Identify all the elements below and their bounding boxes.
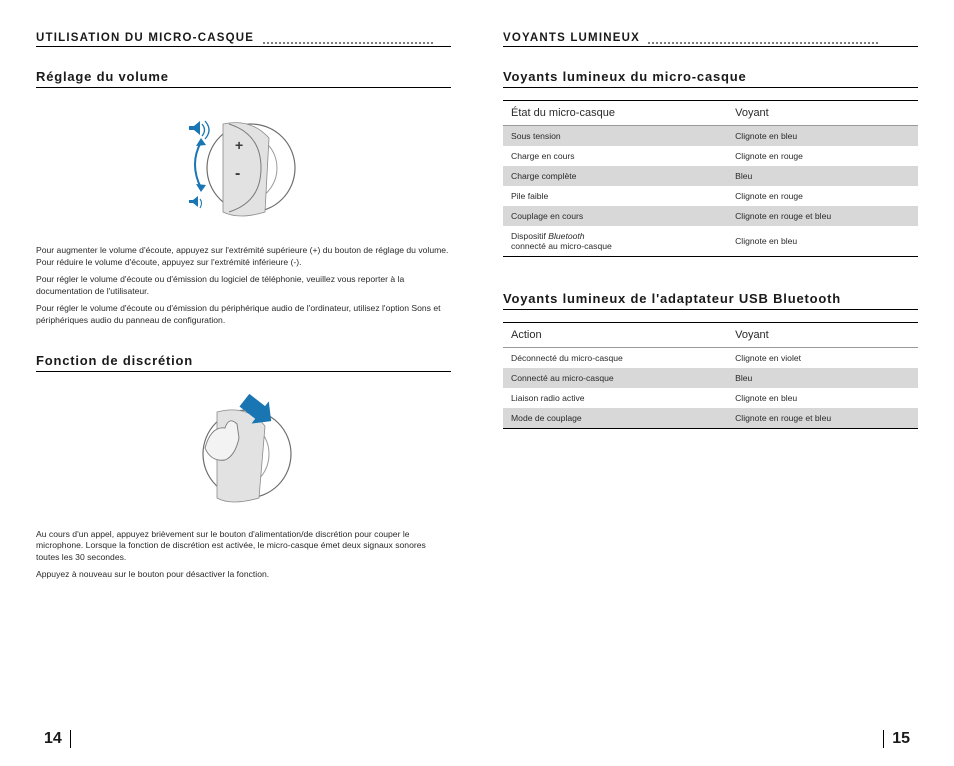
page-footer: 14 15 (36, 730, 918, 748)
table-cell-action: Connecté au micro-casque (503, 368, 727, 388)
subheading-headset-lights: Voyants lumineux du micro-casque (503, 69, 918, 88)
manual-spread: UTILISATION DU MICRO-CASQUE Réglage du v… (0, 0, 954, 766)
table-row: Sous tensionClignote en bleu (503, 126, 918, 147)
table-cell-state: Charge en cours (503, 146, 727, 166)
table-row: Charge complèteBleu (503, 166, 918, 186)
table-cell-state: Dispositif Bluetoothconnecté au micro-ca… (503, 226, 727, 257)
mute-para-1: Au cours d'un appel, appuyez brièvement … (36, 529, 451, 564)
volume-para-3: Pour régler le volume d'écoute ou d'émis… (36, 303, 451, 326)
table1-col2: Voyant (727, 101, 918, 126)
table-row: Connecté au micro-casqueBleu (503, 368, 918, 388)
table-cell-indicator: Clignote en bleu (727, 126, 918, 147)
mute-para-2: Appuyez à nouveau sur le bouton pour dés… (36, 569, 451, 581)
left-page: UTILISATION DU MICRO-CASQUE Réglage du v… (36, 32, 477, 746)
volume-para-1: Pour augmenter le volume d'écoute, appuy… (36, 245, 451, 268)
table2-col1: Action (503, 323, 727, 348)
table-row: Charge en coursClignote en rouge (503, 146, 918, 166)
table-cell-state: Couplage en cours (503, 206, 727, 226)
table-cell-indicator: Clignote en rouge (727, 186, 918, 206)
section-title-text: UTILISATION DU MICRO-CASQUE (36, 32, 254, 44)
table-cell-action: Mode de couplage (503, 408, 727, 429)
table-cell-indicator: Clignote en rouge (727, 146, 918, 166)
table-cell-action: Liaison radio active (503, 388, 727, 408)
table-cell-indicator: Bleu (727, 166, 918, 186)
subheading-mute: Fonction de discrétion (36, 353, 451, 372)
dotted-leader (648, 42, 878, 44)
table-row: Couplage en coursClignote en rouge et bl… (503, 206, 918, 226)
table-cell-indicator: Clignote en rouge et bleu (727, 408, 918, 429)
section-title-usage: UTILISATION DU MICRO-CASQUE (36, 32, 451, 47)
volume-diagram: + - (36, 108, 451, 233)
section-title-text: VOYANTS LUMINEUX (503, 32, 640, 44)
page-number-left: 14 (36, 730, 71, 748)
table1-col1: État du micro-casque (503, 101, 727, 126)
table-row: Pile faibleClignote en rouge (503, 186, 918, 206)
headset-lights-table: État du micro-casque Voyant Sous tension… (503, 100, 918, 257)
table-cell-state: Pile faible (503, 186, 727, 206)
svg-text:-: - (235, 165, 240, 182)
table-cell-indicator: Clignote en bleu (727, 388, 918, 408)
table-row: Dispositif Bluetoothconnecté au micro-ca… (503, 226, 918, 257)
mute-diagram (36, 392, 451, 517)
page-number-right: 15 (883, 730, 918, 748)
table-row: Liaison radio activeClignote en bleu (503, 388, 918, 408)
table-cell-indicator: Clignote en violet (727, 348, 918, 369)
section-title-lights: VOYANTS LUMINEUX (503, 32, 918, 47)
volume-para-2: Pour régler le volume d'écoute ou d'émis… (36, 274, 451, 297)
table-cell-state: Charge complète (503, 166, 727, 186)
dotted-leader (263, 42, 433, 44)
svg-text:+: + (235, 137, 243, 153)
table2-col2: Voyant (727, 323, 918, 348)
table-cell-indicator: Clignote en rouge et bleu (727, 206, 918, 226)
usb-lights-table: Action Voyant Déconnecté du micro-casque… (503, 322, 918, 429)
table-cell-action: Déconnecté du micro-casque (503, 348, 727, 369)
table-cell-indicator: Clignote en bleu (727, 226, 918, 257)
subheading-volume: Réglage du volume (36, 69, 451, 88)
table-row: Déconnecté du micro-casqueClignote en vi… (503, 348, 918, 369)
table-cell-state: Sous tension (503, 126, 727, 147)
table-row: Mode de couplageClignote en rouge et ble… (503, 408, 918, 429)
right-page: VOYANTS LUMINEUX Voyants lumineux du mic… (477, 32, 918, 746)
table-cell-indicator: Bleu (727, 368, 918, 388)
subheading-usb-lights: Voyants lumineux de l'adaptateur USB Blu… (503, 291, 918, 310)
